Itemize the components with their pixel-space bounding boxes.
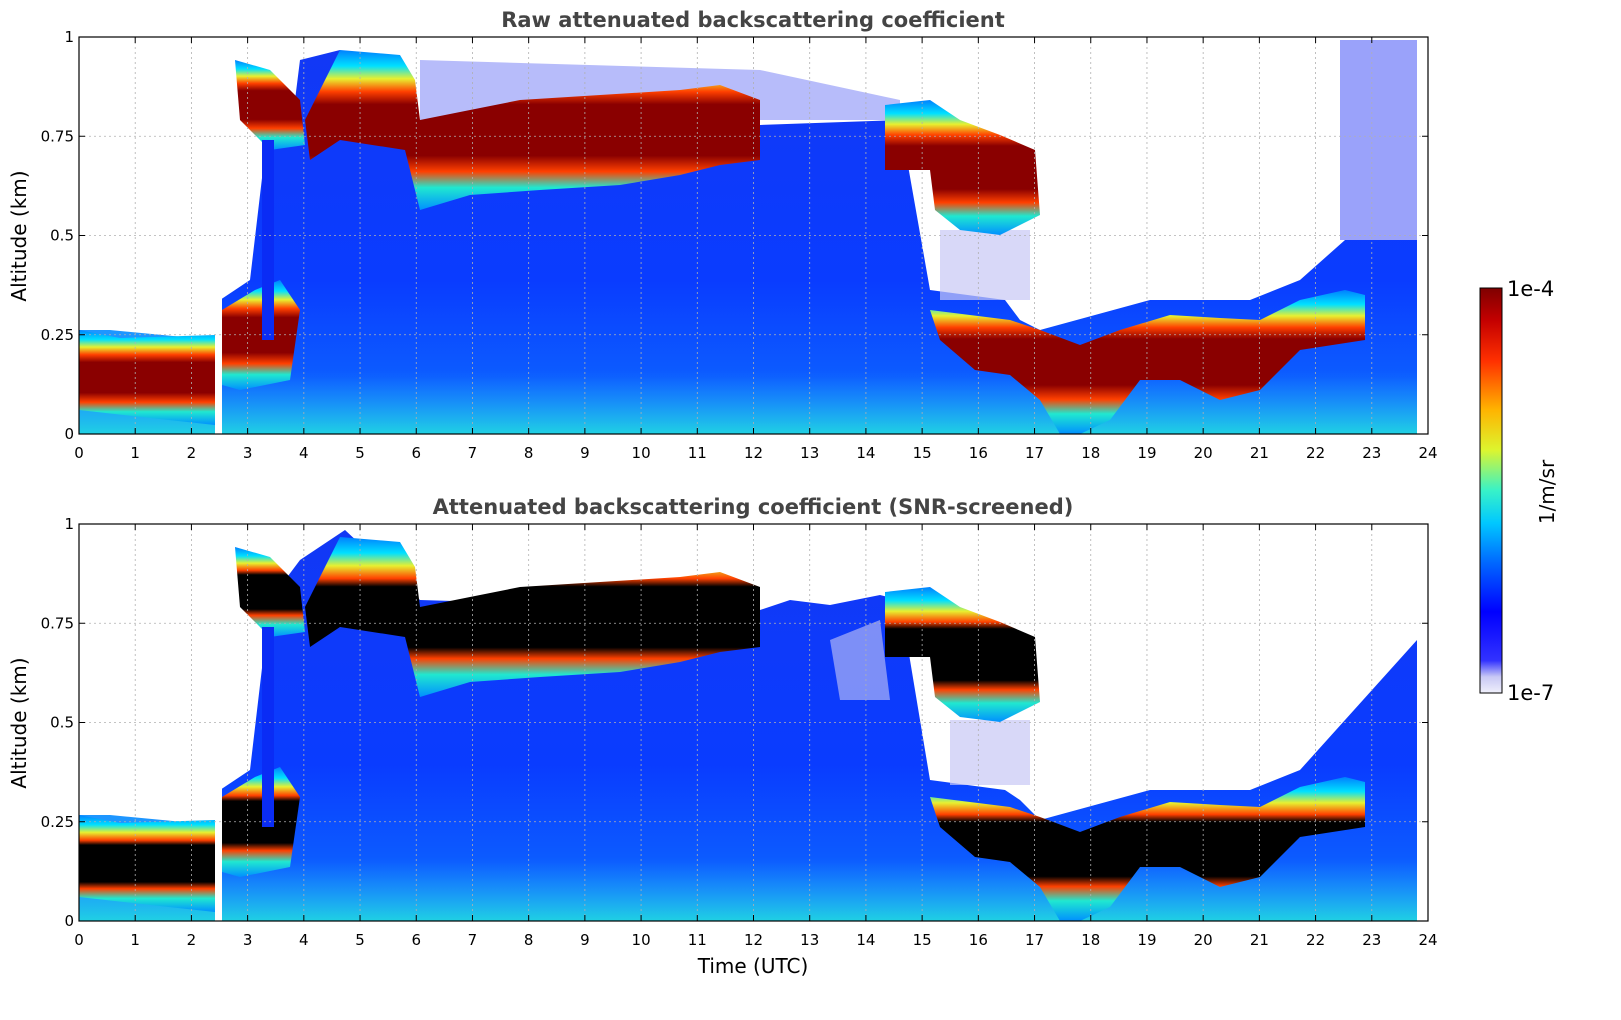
x-tick-label: 16	[969, 444, 988, 462]
x-tick-label: 5	[355, 444, 365, 462]
x-tick-label: 1	[130, 444, 140, 462]
layer-evening-scr	[930, 777, 1365, 921]
y-ticks-raw: 0 0.25 0.5 0.75 1	[41, 28, 1428, 443]
x-tick-label: 22	[1306, 931, 1325, 949]
x-tick-label: 24	[1418, 444, 1437, 462]
grid-raw	[79, 37, 1428, 434]
x-tick-label: 17	[1025, 444, 1044, 462]
x-tick-label: 5	[355, 931, 365, 949]
x-tick-label: 6	[411, 444, 421, 462]
y-ticks-screened: 0 0.25 0.5 0.75 1	[41, 515, 1428, 930]
x-tick-label: 6	[411, 931, 421, 949]
noise-right	[1340, 40, 1417, 240]
plume-raw	[262, 140, 274, 340]
x-tick-label: 3	[243, 444, 253, 462]
x-tick-label: 15	[913, 931, 932, 949]
x-tick-label: 15	[913, 444, 932, 462]
x-tick-label: 8	[524, 931, 534, 949]
x-tick-label: 17	[1025, 931, 1044, 949]
x-tick-label: 10	[632, 444, 651, 462]
ylabel-raw: Altitude (km)	[7, 170, 31, 301]
x-tick-label: 12	[744, 931, 763, 949]
colorbar-unit-label: 1/m/sr	[1535, 459, 1559, 524]
layer-transition-top-scr	[235, 547, 305, 637]
x-tick-label: 0	[74, 931, 84, 949]
layer-upper-raw	[305, 50, 760, 210]
colorbar-max-label: 1e-4	[1507, 277, 1554, 301]
x-ticks-raw: 0 1 2 3 4 5 6 7 8 9 10 11 12 13 14 15 16 17 18 19 20 21 22 23 24	[74, 37, 1438, 462]
layer-evening-raw	[930, 290, 1365, 434]
layer-upper-scr	[305, 537, 760, 697]
x-tick-label: 3	[243, 931, 253, 949]
y-tick-label: 0.75	[41, 614, 74, 632]
colorbar-min-label: 1e-7	[1507, 681, 1554, 705]
layer-morning-raw	[79, 330, 215, 425]
x-tick-label: 20	[1194, 444, 1213, 462]
layer-morning-scr	[79, 815, 215, 912]
x-tick-label: 20	[1194, 931, 1213, 949]
x-tick-label: 14	[856, 931, 875, 949]
x-tick-label: 7	[468, 931, 478, 949]
x-tick-label: 2	[187, 444, 197, 462]
plume-scr	[262, 627, 274, 827]
panel-raw: Raw attenuated backscattering coefficien…	[7, 8, 1438, 462]
y-tick-label: 0	[64, 912, 74, 930]
x-tick-label: 21	[1250, 444, 1269, 462]
x-tick-label: 19	[1137, 444, 1156, 462]
data-gap-raw	[215, 37, 222, 434]
x-tick-label: 8	[524, 444, 534, 462]
x-tick-label: 22	[1306, 444, 1325, 462]
x-tick-label: 23	[1362, 444, 1381, 462]
y-tick-label: 0.25	[41, 813, 74, 831]
faint-patch-16h-scr	[950, 720, 1030, 785]
x-tick-label: 19	[1137, 931, 1156, 949]
faint-patch-16h	[940, 230, 1030, 300]
x-tick-label: 14	[856, 444, 875, 462]
x-tick-label: 9	[580, 931, 590, 949]
x-tick-label: 24	[1418, 931, 1437, 949]
panel-raw-title: Raw attenuated backscattering coefficien…	[501, 8, 1005, 32]
x-ticks-screened: 0 1 2 3 4 5 6 7 8 9 10 11 12 13 14 15 16 17 18 19 20 21 22 23 24	[74, 524, 1438, 949]
x-tick-label: 10	[632, 931, 651, 949]
x-tick-label: 18	[1081, 444, 1100, 462]
xlabel-screened: Time (UTC)	[697, 954, 809, 978]
x-tick-label: 18	[1081, 931, 1100, 949]
x-tick-label: 21	[1250, 931, 1269, 949]
y-tick-label: 1	[64, 28, 74, 46]
x-tick-label: 23	[1362, 931, 1381, 949]
x-tick-label: 1	[130, 931, 140, 949]
y-tick-label: 0.5	[50, 227, 74, 245]
x-tick-label: 4	[299, 444, 309, 462]
y-tick-label: 0	[64, 425, 74, 443]
y-tick-label: 0.5	[50, 714, 74, 732]
y-tick-label: 1	[64, 515, 74, 533]
layer-transition-top-raw	[235, 60, 305, 150]
layer-afternoon-raw	[885, 100, 1040, 235]
y-tick-label: 0.75	[41, 127, 74, 145]
x-tick-label: 9	[580, 444, 590, 462]
x-tick-label: 12	[744, 444, 763, 462]
grid-screened	[79, 524, 1428, 921]
data-gap-scr	[215, 524, 222, 921]
x-tick-label: 7	[468, 444, 478, 462]
colorbar-gradient	[1479, 287, 1503, 694]
x-tick-label: 4	[299, 931, 309, 949]
heatmap-raw	[79, 37, 1417, 434]
panel-screened: Attenuated backscattering coefficient (S…	[7, 495, 1438, 978]
x-tick-label: 11	[688, 931, 707, 949]
ylabel-screened: Altitude (km)	[7, 657, 31, 788]
x-tick-label: 13	[800, 931, 819, 949]
panel-screened-title: Attenuated backscattering coefficient (S…	[433, 495, 1074, 519]
x-tick-label: 2	[187, 931, 197, 949]
x-tick-label: 0	[74, 444, 84, 462]
y-tick-label: 0.25	[41, 326, 74, 344]
faint-patch-scr	[830, 620, 890, 700]
x-tick-label: 16	[969, 931, 988, 949]
x-tick-label: 13	[800, 444, 819, 462]
colorbar: 1e-4 1e-7 1/m/sr	[1479, 277, 1559, 705]
layer-afternoon-scr	[885, 587, 1040, 722]
x-tick-label: 11	[688, 444, 707, 462]
